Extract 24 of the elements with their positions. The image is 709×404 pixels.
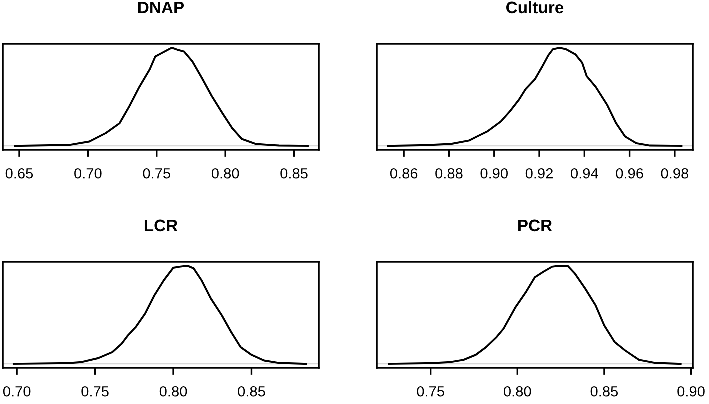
chart-title: Culture bbox=[506, 1, 564, 14]
x-tick-label: 0.75 bbox=[143, 168, 170, 179]
x-tick-label: 0.88 bbox=[436, 168, 463, 179]
x-tick-label: 0.75 bbox=[417, 386, 444, 397]
x-tick-label: 0.70 bbox=[74, 168, 102, 179]
chart-title: PCR bbox=[518, 220, 552, 232]
x-tick-label: 0.80 bbox=[504, 386, 532, 397]
x-tick-label: 0.90 bbox=[480, 168, 508, 179]
x-tick-label: 0.75 bbox=[82, 386, 109, 397]
chart-title: DNAP bbox=[138, 2, 184, 14]
x-tick-label: 0.92 bbox=[526, 168, 553, 179]
x-tick-label: 0.90 bbox=[678, 386, 705, 397]
x-tick-label: 0.65 bbox=[6, 168, 34, 179]
x-tick-label: 0.86 bbox=[390, 168, 418, 179]
x-tick-label: 0.80 bbox=[160, 386, 188, 397]
x-tick-label: 0.94 bbox=[571, 168, 598, 179]
chart-title: LCR bbox=[144, 220, 178, 232]
x-tick-label: 0.85 bbox=[280, 168, 308, 179]
x-tick-label: 0.85 bbox=[238, 386, 266, 397]
x-tick-label: 0.80 bbox=[212, 168, 240, 179]
x-tick-label: 0.96 bbox=[616, 168, 644, 179]
x-tick-label: 0.98 bbox=[661, 168, 688, 179]
x-tick-label: 0.85 bbox=[590, 386, 618, 397]
x-tick-label: 0.70 bbox=[3, 386, 31, 397]
